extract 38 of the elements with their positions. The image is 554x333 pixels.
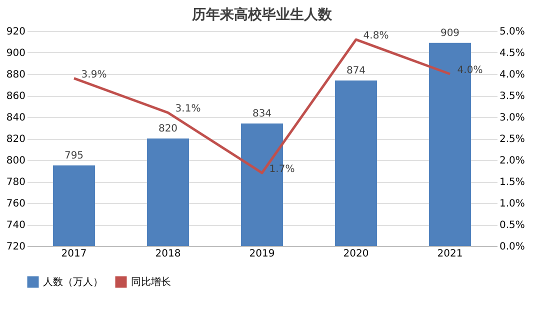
- data-label: 4.8%: [363, 30, 389, 42]
- y2-tick-label: 3.0%: [500, 112, 525, 124]
- y-tick-label: 880: [6, 70, 26, 80]
- data-label: 874: [346, 65, 366, 76]
- y-tick-label: 720: [6, 242, 26, 252]
- x-tick-label: 2017: [61, 248, 87, 260]
- y2-tick-label: 0.5%: [500, 220, 525, 231]
- data-label: 820: [158, 124, 178, 134]
- data-label: 795: [64, 150, 84, 162]
- legend-label: 同比增长: [131, 276, 171, 288]
- data-label: 3.1%: [175, 104, 201, 115]
- y2-tick-label: 3.5%: [500, 91, 525, 102]
- y-tick-label: 800: [6, 156, 26, 166]
- x-tick-label: 2020: [343, 248, 369, 260]
- y2-tick-label: 2.5%: [500, 134, 525, 145]
- x-tick-label: 2019: [249, 248, 275, 260]
- y-tick-label: 900: [6, 48, 26, 59]
- y2-tick-label: 5.0%: [500, 26, 525, 38]
- y-tick-label: 820: [6, 134, 26, 145]
- y2-tick-label: 1.0%: [500, 198, 525, 210]
- y2-tick-label: 1.5%: [500, 177, 525, 188]
- y2-tick-label: 4.0%: [500, 70, 525, 80]
- y-tick-label: 840: [6, 112, 26, 124]
- data-label: 3.9%: [81, 69, 107, 80]
- chart-title: 历年来高校毕业生人数: [191, 6, 333, 23]
- y2-tick-label: 2.0%: [500, 156, 525, 166]
- legend-label: 人数（万人）: [43, 277, 103, 288]
- x-tick-label: 2018: [155, 248, 181, 260]
- data-label: 909: [440, 28, 460, 39]
- y-tick-label: 740: [6, 220, 26, 231]
- y-tick-label: 760: [6, 198, 26, 210]
- y2-tick-label: 4.5%: [500, 48, 525, 59]
- y-tick-label: 780: [6, 177, 26, 188]
- x-tick-label: 2021: [437, 248, 463, 260]
- y-tick-label: 860: [6, 91, 26, 102]
- data-label: 834: [252, 108, 272, 120]
- y2-tick-label: 0.0%: [500, 242, 525, 252]
- y-tick-label: 920: [6, 26, 26, 38]
